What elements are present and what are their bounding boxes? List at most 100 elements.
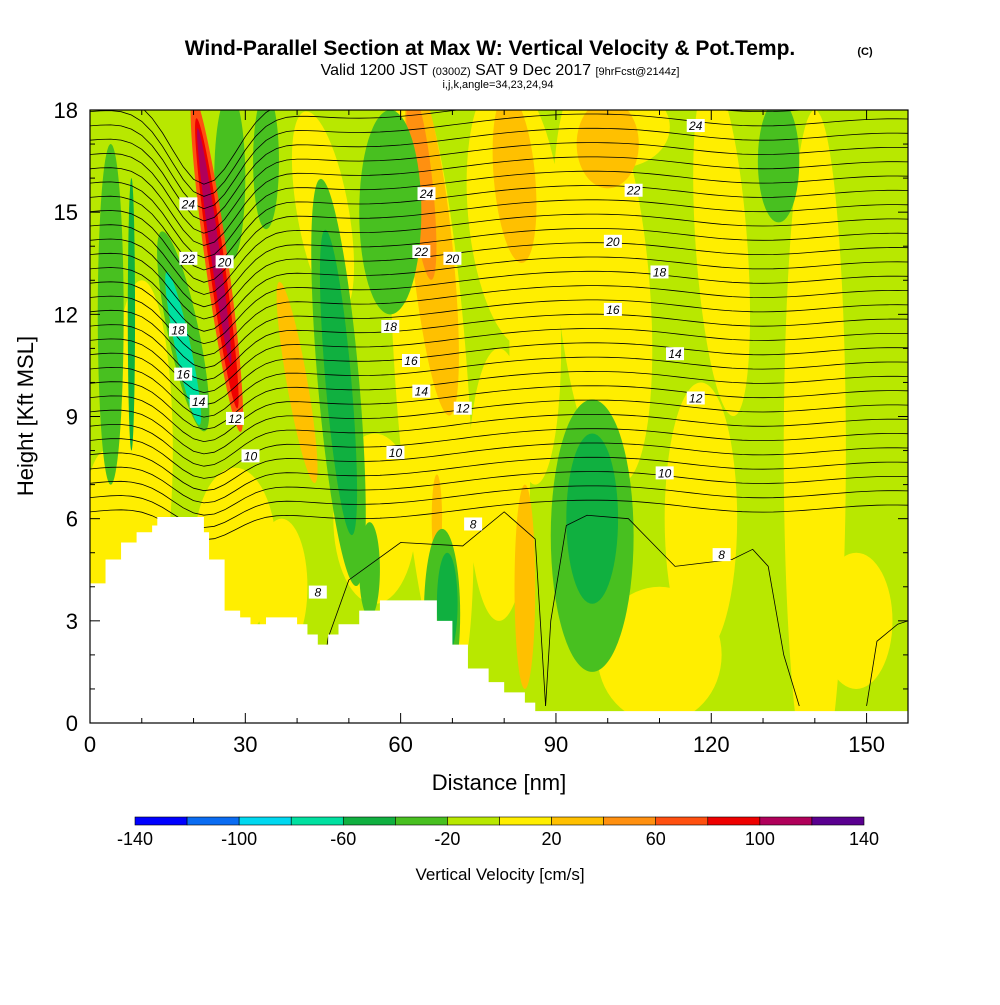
theta-label: 10 [386,445,405,460]
theta-contour-line [90,113,908,210]
theta-contour-line [90,342,908,406]
colorbar-tick-label: 140 [849,829,879,849]
velocity-region [552,110,653,484]
theta-label: 14 [666,347,685,361]
theta-label: 22 [179,251,198,266]
theta-label-bg [412,245,431,259]
y-tick-label: 18 [54,98,78,123]
y-tick-label: 9 [66,405,78,430]
theta-label: 14 [189,394,208,409]
colorbar-swatch [342,816,396,826]
velocity-region [253,110,279,230]
theta-label-bg [179,197,198,211]
theta-label: 24 [417,187,436,201]
theta-contour-line [90,185,908,271]
theta-contour-line [866,620,908,707]
theta-label: 16 [603,302,622,317]
theta-label: 8 [308,585,327,600]
theta-contour-line [90,227,908,308]
theta-label-text: 24 [181,197,196,211]
theta-label-bg [189,394,208,408]
theta-contour-line [90,170,908,259]
theta-label: 24 [179,197,198,211]
theta-label-text: 12 [228,412,242,426]
theta-contour-line [143,110,271,185]
theta-label: 12 [686,391,705,405]
colorbar-swatch [551,816,604,826]
theta-label-text: 18 [384,320,398,334]
theta-label-text: 16 [606,303,620,317]
subtitle-fcst: [9hrFcst@2144z] [595,66,679,78]
velocity-region [514,484,536,689]
x-tick-label: 150 [848,732,885,757]
theta-label-bg [401,354,420,368]
theta-label: 18 [169,323,188,337]
theta-label: 12 [225,411,244,426]
chart-title: Wind-Parallel Section at Max W: Vertical… [185,37,796,60]
theta-label-text: 8 [314,586,321,600]
theta-contour-line [90,285,908,357]
theta-label-text: 8 [718,548,725,562]
y-tick-label: 3 [66,609,78,634]
theta-label-bg [417,187,436,201]
velocity-region [576,110,639,189]
theta-label-text: 14 [192,395,206,409]
theta-label: 22 [624,183,643,198]
theta-label-bg [386,445,405,459]
colorbar-swatch [290,816,344,826]
section-info: i,j,k,angle=34,23,24,94 [442,79,553,91]
theta-label-text: 14 [668,347,682,361]
theta-label-text: 10 [658,466,672,480]
subtitle-utc: (0300Z) [432,66,471,78]
theta-label: 8 [712,548,731,562]
theta-label: 20 [215,255,234,269]
theta-label-bg [381,319,400,333]
y-axis-label: Height [Kft MSL] [13,336,38,496]
theta-contour-line [317,511,546,707]
theta-contour-line [90,471,908,516]
theta-label-text: 22 [626,184,641,198]
colorbar-title: Vertical Velocity [cm/s] [415,865,584,884]
theta-label: 16 [401,354,420,368]
colorbar-swatch [759,816,813,826]
colorbar-tick-label: -20 [434,829,460,849]
x-tick-label: 30 [233,732,257,757]
velocity-shading [90,110,893,723]
theta-label-bg [686,119,705,133]
theta-contour-line [90,299,908,369]
y-tick-label: 12 [54,302,78,327]
theta-contour-line [90,485,908,528]
theta-label-bg [655,466,674,480]
colorbar-tick-label: 20 [542,829,562,849]
subtitle-date: SAT 9 Dec 2017 [475,62,591,79]
theta-label-bg [453,401,472,415]
theta-label-text: 10 [244,449,258,463]
theta-label-text: 18 [653,265,667,279]
theta-contour-line [90,242,908,320]
theta-label-bg [650,265,669,279]
x-tick-label: 120 [693,732,730,757]
velocity-region [165,271,202,426]
theta-contour-line [90,270,908,345]
colorbar-swatch [707,816,761,826]
velocity-region [492,110,537,263]
theta-contour-line [90,256,908,332]
theta-label-bg [241,449,260,463]
theta-label-bg [308,585,327,599]
terrain-mask [90,516,908,723]
velocity-region [693,110,751,417]
theta-label-text: 22 [181,252,196,266]
theta-label: 18 [650,265,669,279]
theta-contour-line [90,213,908,295]
theta-contour-line [90,328,908,394]
subtitle-main: Valid 1200 JST [321,62,429,79]
theta-contour-line [90,428,908,479]
theta-label-text: 24 [688,119,703,133]
theta-contour-line [90,413,908,467]
colorbar-swatch [238,816,292,826]
colorbar-swatch [499,816,552,826]
velocity-region [566,433,619,604]
theta-label-bg [464,517,483,531]
